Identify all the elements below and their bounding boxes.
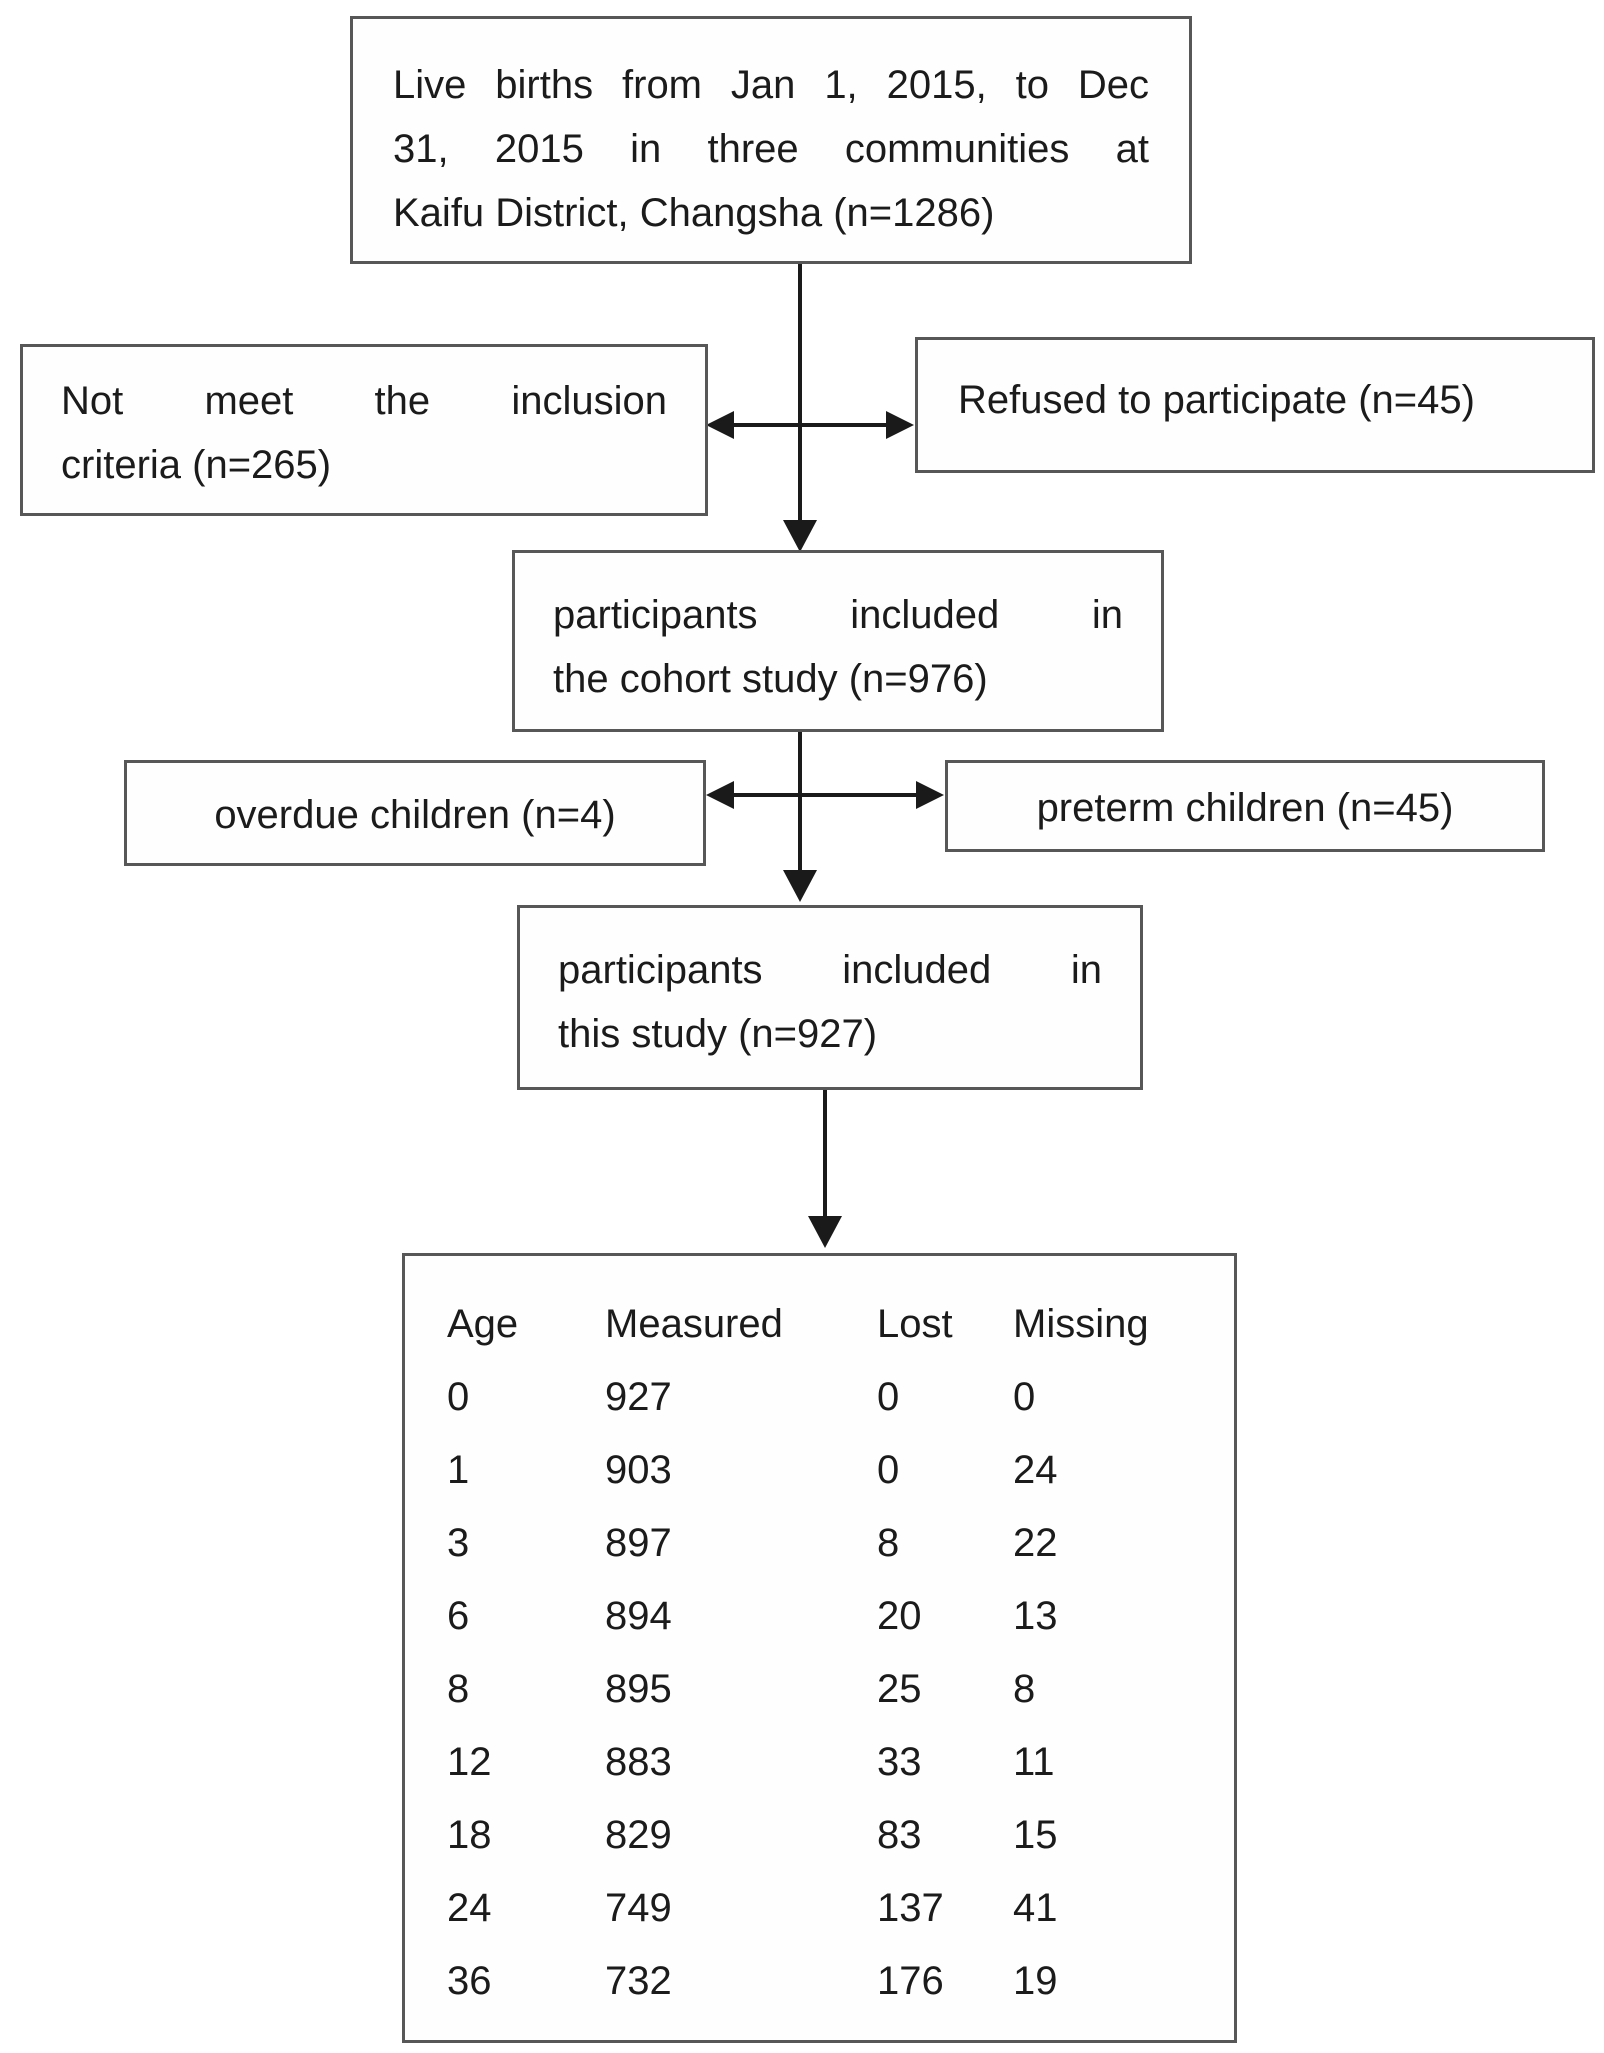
cell-age: 0 <box>447 1375 470 1419</box>
cell-missing: 13 <box>1013 1594 1058 1638</box>
box-text-line: overdue children (n=4) <box>214 793 616 837</box>
cell-age: 8 <box>447 1667 470 1711</box>
cell-lost: 83 <box>877 1813 922 1857</box>
cell-missing: 0 <box>1013 1375 1036 1419</box>
down-arrowhead-icon <box>783 870 817 902</box>
right-arrowhead-icon <box>886 411 914 439</box>
cell-lost: 137 <box>877 1886 944 1930</box>
cell-missing: 19 <box>1013 1959 1058 2003</box>
cell-lost: 0 <box>877 1448 900 1492</box>
cell-measured: 897 <box>605 1521 672 1565</box>
cohort-box: participants included in the cohort stud… <box>512 550 1164 732</box>
table-header-measured: Measured <box>605 1302 783 1346</box>
table-row: 3 897 8 22 <box>447 1507 1234 1580</box>
cell-missing: 24 <box>1013 1448 1058 1492</box>
cell-age: 3 <box>447 1521 470 1565</box>
left-arrowhead-icon <box>706 411 734 439</box>
cell-lost: 25 <box>877 1667 922 1711</box>
exclusion-connector-line-2 <box>724 793 924 797</box>
box-text-line: criteria (n=265) <box>61 443 332 487</box>
arrow-study-to-table-line <box>823 1090 827 1220</box>
table-header-missing: Missing <box>1013 1302 1149 1346</box>
box-text-line: this study (n=927) <box>558 1012 878 1056</box>
cell-lost: 8 <box>877 1521 900 1565</box>
cell-measured: 749 <box>605 1886 672 1930</box>
down-arrowhead-icon <box>783 520 817 552</box>
left-arrowhead-icon <box>706 781 734 809</box>
not-meet-criteria-box: Not meet the inclusion criteria (n=265) <box>20 344 708 516</box>
cell-missing: 41 <box>1013 1886 1058 1930</box>
cell-measured: 894 <box>605 1594 672 1638</box>
cell-measured: 732 <box>605 1959 672 2003</box>
box-text-line: 31, 2015 in three communities at <box>393 127 1149 171</box>
box-text-line: Not meet the inclusion <box>61 379 667 423</box>
table-row: 36 732 176 19 <box>447 1945 1234 2018</box>
table-row: 6 894 20 13 <box>447 1580 1234 1653</box>
cell-measured: 829 <box>605 1813 672 1857</box>
cell-age: 36 <box>447 1959 492 2003</box>
cell-age: 18 <box>447 1813 492 1857</box>
down-arrowhead-icon <box>808 1216 842 1248</box>
refused-to-participate-box: Refused to participate (n=45) <box>915 337 1595 473</box>
cell-age: 24 <box>447 1886 492 1930</box>
cell-lost: 33 <box>877 1740 922 1784</box>
table-header-lost: Lost <box>877 1302 953 1346</box>
box-text-line: Refused to participate (n=45) <box>958 378 1475 422</box>
box-text-line: participants included in <box>558 948 1102 992</box>
cell-measured: 927 <box>605 1375 672 1419</box>
preterm-children-box: preterm children (n=45) <box>945 760 1545 852</box>
cell-missing: 8 <box>1013 1667 1036 1711</box>
cell-lost: 176 <box>877 1959 944 2003</box>
table-row: 24 749 137 41 <box>447 1872 1234 1945</box>
overdue-children-box: overdue children (n=4) <box>124 760 706 866</box>
table-header-age: Age <box>447 1302 519 1346</box>
cell-missing: 11 <box>1013 1740 1055 1784</box>
table-row: 1 903 0 24 <box>447 1434 1234 1507</box>
cell-missing: 22 <box>1013 1521 1058 1565</box>
table-header-row: Age Measured Lost Missing <box>447 1288 1234 1361</box>
table-row: 12 883 33 11 <box>447 1726 1234 1799</box>
cell-age: 1 <box>447 1448 470 1492</box>
exclusion-connector-line-1 <box>724 423 894 427</box>
cell-lost: 20 <box>877 1594 922 1638</box>
cell-age: 6 <box>447 1594 470 1638</box>
box-text-line: participants included in <box>553 593 1123 637</box>
cell-measured: 895 <box>605 1667 672 1711</box>
cell-measured: 883 <box>605 1740 672 1784</box>
arrow-top-to-cohort-line <box>798 264 802 524</box>
cell-age: 12 <box>447 1740 492 1784</box>
followup-table-box: Age Measured Lost Missing 0 927 0 0 1 90… <box>402 1253 1237 2043</box>
study-box: participants included in this study (n=9… <box>517 905 1143 1090</box>
right-arrowhead-icon <box>916 781 944 809</box>
arrow-cohort-to-study-line <box>798 732 802 874</box>
cell-missing: 15 <box>1013 1813 1058 1857</box>
table-row: 18 829 83 15 <box>447 1799 1234 1872</box>
table-row: 8 895 25 8 <box>447 1653 1234 1726</box>
box-text-line: the cohort study (n=976) <box>553 657 988 701</box>
box-text-line: Live births from Jan 1, 2015, to Dec <box>393 63 1149 107</box>
cell-measured: 903 <box>605 1448 672 1492</box>
box-text-line: preterm children (n=45) <box>1036 786 1454 830</box>
box-text-line: Kaifu District, Changsha (n=1286) <box>393 191 995 235</box>
live-births-box: Live births from Jan 1, 2015, to Dec 31,… <box>350 16 1192 264</box>
table-row: 0 927 0 0 <box>447 1361 1234 1434</box>
cell-lost: 0 <box>877 1375 900 1419</box>
